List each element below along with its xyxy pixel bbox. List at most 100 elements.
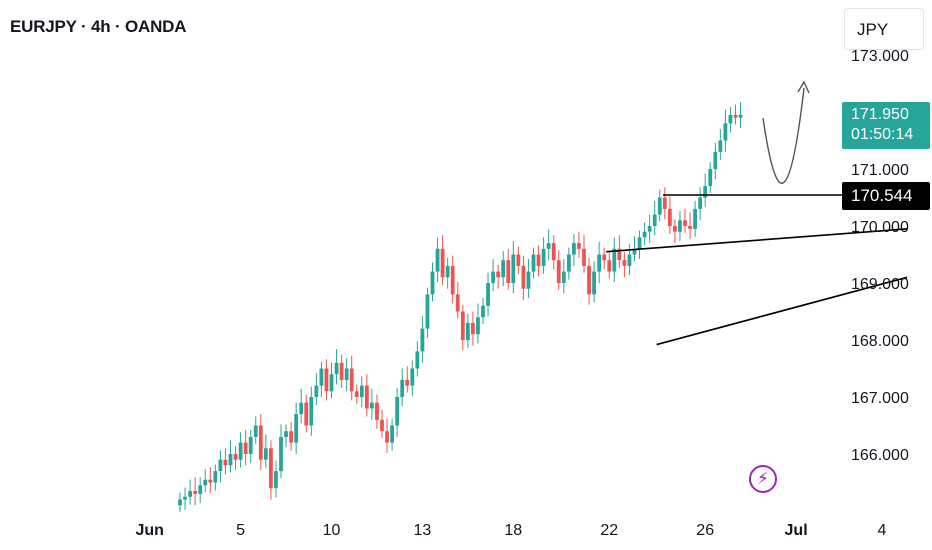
- candle-body: [329, 374, 334, 392]
- candle-body: [445, 265, 450, 278]
- candle-body: [738, 114, 743, 118]
- lightning-bolt-icon[interactable]: ⚡: [749, 465, 777, 493]
- candlestick-series: [178, 102, 743, 513]
- candle-body: [577, 243, 581, 249]
- wedge-upper-line: [606, 228, 908, 253]
- candle-body: [698, 197, 703, 209]
- candle-body: [193, 491, 198, 494]
- candle-body: [359, 385, 364, 397]
- candle-body: [506, 260, 511, 283]
- candle-body: [188, 491, 192, 497]
- candle-body: [531, 254, 536, 272]
- candle-body: [203, 479, 208, 486]
- candle-body: [223, 459, 228, 466]
- currency-label[interactable]: JPY: [844, 8, 924, 50]
- time-axis: Jun51013182226Jul49: [135, 522, 886, 539]
- candle-body: [233, 454, 238, 460]
- candle-body: [642, 231, 647, 238]
- candle-body: [723, 123, 728, 141]
- candle-body: [627, 254, 632, 266]
- y-tick-label: 170.000: [851, 219, 909, 236]
- candle-body: [496, 271, 501, 278]
- candle-body: [344, 368, 349, 380]
- candle-body: [471, 322, 475, 335]
- candle-body: [324, 368, 329, 392]
- candle-body: [263, 448, 268, 460]
- candle-body: [637, 237, 642, 249]
- x-tick-label: 18: [504, 522, 522, 539]
- candle-body: [501, 260, 506, 278]
- candle-body: [410, 368, 415, 386]
- candle-body: [728, 114, 733, 124]
- candle-body: [587, 265, 591, 295]
- bar-countdown: 01:50:14: [851, 126, 914, 143]
- candle-body: [425, 294, 430, 329]
- candle-body: [334, 362, 339, 375]
- candle-body: [450, 265, 455, 295]
- candle-body: [309, 397, 314, 426]
- candle-body: [455, 294, 460, 312]
- x-tick-label: 26: [696, 522, 714, 539]
- candle-body: [289, 431, 293, 443]
- candle-body: [607, 260, 612, 272]
- candle-body: [304, 402, 309, 426]
- candle-body: [213, 471, 218, 483]
- candle-body: [511, 254, 516, 283]
- candle-body: [400, 379, 405, 397]
- level-price-tag: 170.544: [842, 182, 930, 210]
- x-tick-label: 4: [877, 522, 886, 539]
- candle-body: [274, 471, 278, 489]
- candle-body: [430, 271, 435, 295]
- candle-body: [228, 454, 233, 466]
- candle-body: [375, 402, 379, 420]
- candle-body: [536, 254, 541, 266]
- candle-body: [238, 442, 243, 460]
- candle-body: [597, 254, 602, 272]
- candle-body: [314, 385, 319, 397]
- y-tick-label: 173.000: [851, 48, 909, 65]
- wedge-lower-line: [656, 276, 908, 346]
- candle-body: [269, 448, 273, 489]
- candle-body: [476, 317, 480, 335]
- candle-body: [662, 197, 667, 209]
- candle-body: [733, 114, 738, 118]
- x-tick-label: Jun: [135, 522, 163, 539]
- candle-body: [566, 254, 571, 272]
- candle-body: [354, 391, 359, 397]
- candle-body: [370, 402, 374, 409]
- drawings-layer: [606, 80, 908, 346]
- candle-body: [703, 186, 708, 198]
- candle-body: [349, 368, 354, 392]
- candle-body: [380, 419, 384, 432]
- x-tick-label: 10: [323, 522, 341, 539]
- candle-body: [708, 169, 713, 187]
- candle-body: [632, 248, 637, 255]
- x-tick-label: 5: [236, 522, 245, 539]
- candle-body: [556, 260, 561, 283]
- candle-body: [516, 254, 521, 266]
- candle-body: [678, 220, 682, 232]
- candle-body: [647, 226, 652, 232]
- candle-body: [622, 260, 627, 266]
- x-tick-label: 22: [600, 522, 618, 539]
- candle-body: [218, 459, 223, 472]
- candle-body: [415, 351, 420, 369]
- candle-body: [612, 248, 617, 272]
- candle-body: [546, 243, 551, 249]
- candle-body: [521, 265, 526, 289]
- candle-body: [178, 499, 182, 506]
- x-tick-label: 13: [414, 522, 432, 539]
- candle-body: [551, 243, 556, 261]
- x-tick-label: Jul: [785, 522, 808, 539]
- candle-body: [198, 485, 203, 494]
- candle-body: [248, 436, 253, 454]
- candle-body: [693, 208, 697, 229]
- y-tick-label: 167.000: [851, 390, 909, 407]
- candle-body: [652, 214, 657, 226]
- candle-body: [592, 271, 596, 295]
- candle-body: [395, 397, 400, 426]
- candle-body: [526, 271, 531, 289]
- y-tick-label: 166.000: [851, 447, 909, 464]
- candle-body: [294, 414, 299, 443]
